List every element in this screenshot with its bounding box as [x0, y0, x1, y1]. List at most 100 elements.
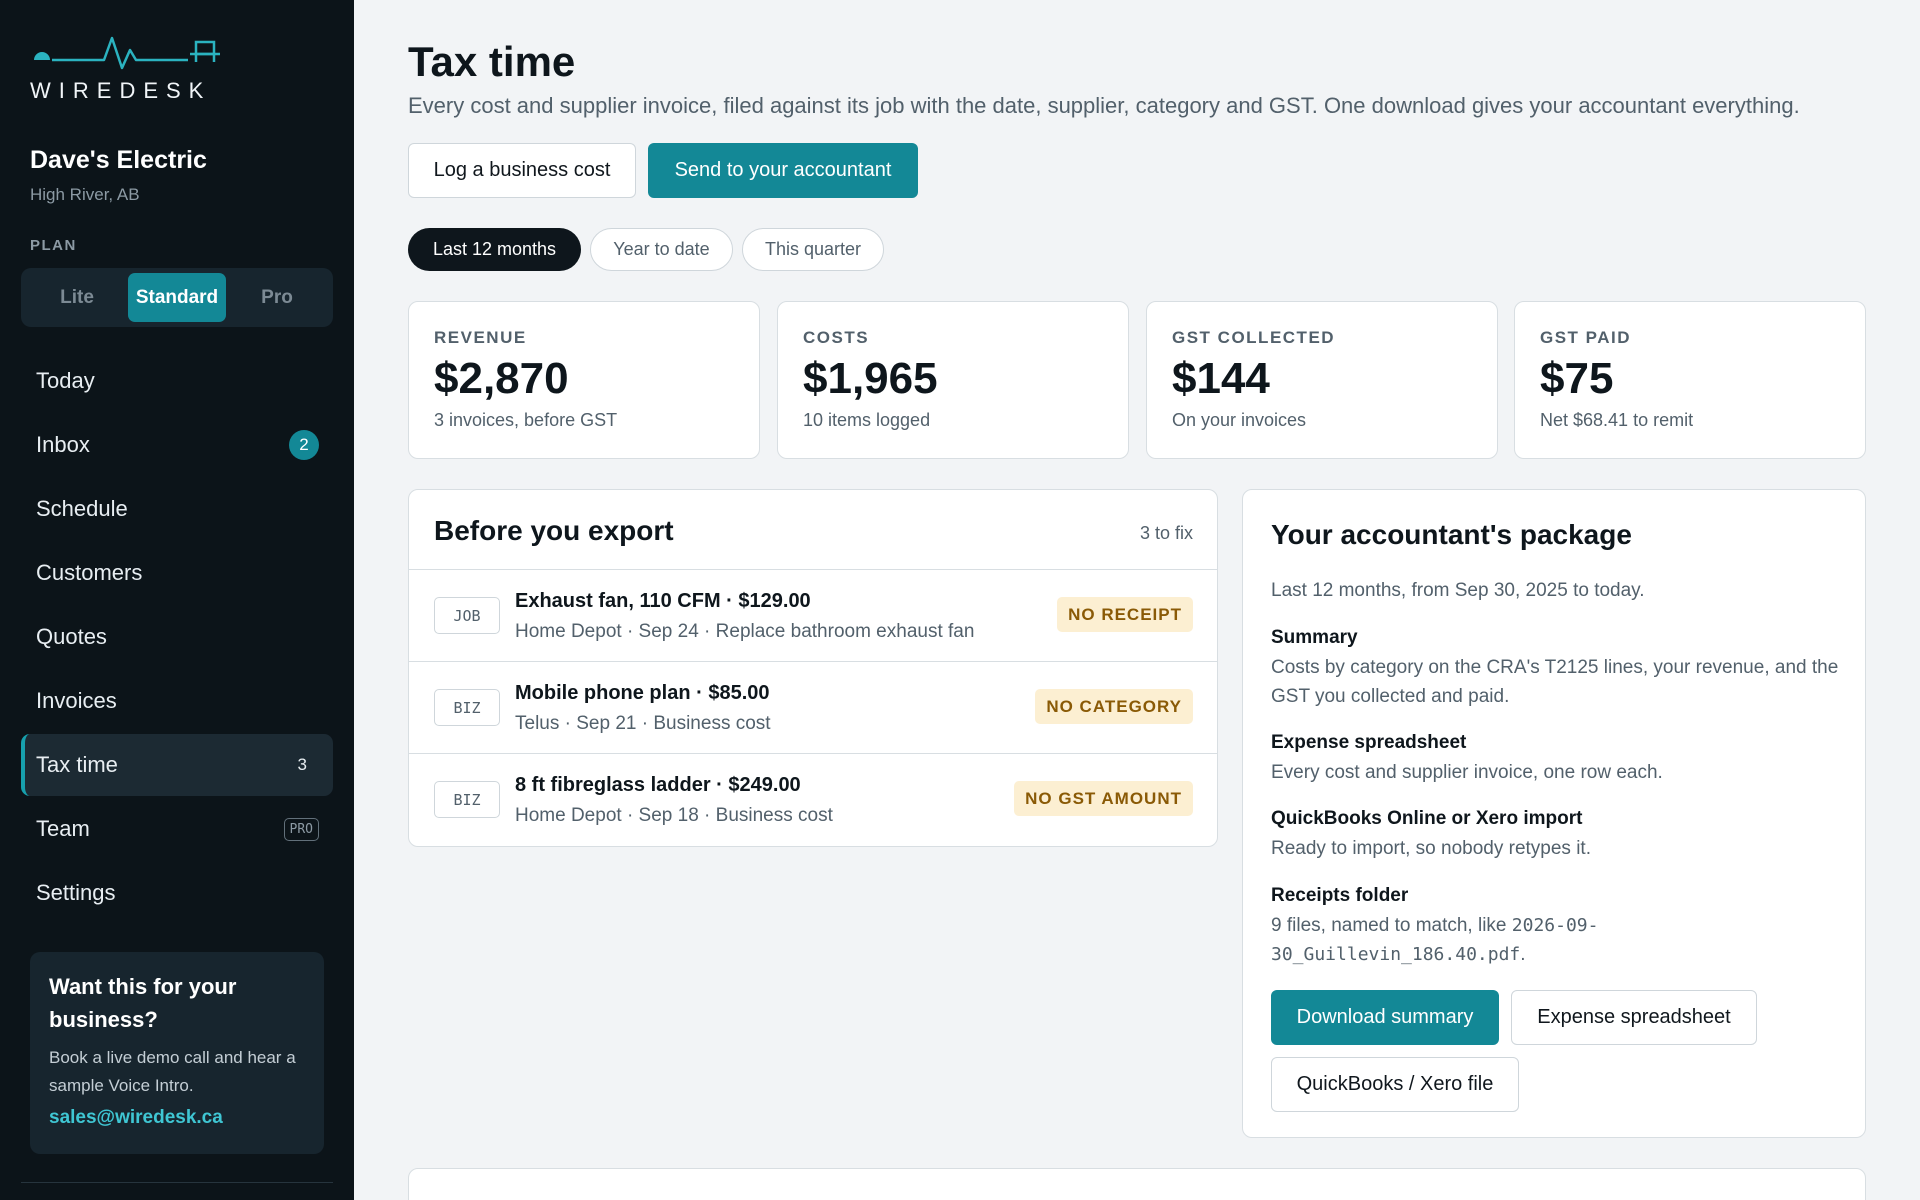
issues-count: 3 to fix: [1139, 523, 1193, 543]
brand-name: WIREDESK: [30, 78, 212, 103]
receipts-period: .: [1520, 944, 1526, 965]
item-title: Exhaust fan, 110 CFM · $129.00: [515, 590, 811, 612]
next-section-card: [408, 1168, 1866, 1200]
pro-tag: PRO: [283, 817, 319, 841]
promo-title: Want this for your business?: [49, 974, 237, 1032]
package-title: Your accountant's package: [1271, 519, 1632, 550]
status-badge: NO RECEIPT: [1057, 597, 1193, 632]
brand-logo[interactable]: WIREDESK: [30, 34, 230, 104]
plan-option-standard[interactable]: Standard: [128, 273, 226, 322]
nav-item-label: Invoices: [36, 688, 117, 713]
sidebar-nav: Today Inbox 2 Schedule Customers Quotes I…: [21, 350, 333, 926]
item-meta: Telus · Sep 21 · Business cost: [515, 713, 771, 734]
package-receipts-section: Receipts folder 9 files, named to match,…: [1271, 885, 1631, 969]
section-body: Ready to import, so nobody retypes it.: [1271, 838, 1591, 859]
promo-body: Book a live demo call and hear a sample …: [49, 1048, 296, 1095]
nav-item-label: Schedule: [36, 496, 128, 521]
nav-item-customers[interactable]: Customers: [21, 542, 333, 604]
nav-item-team[interactable]: Team PRO: [21, 798, 333, 860]
stat-note: Net $68.41 to remit: [1540, 410, 1694, 430]
download-summary-button[interactable]: Download summary: [1271, 990, 1499, 1045]
section-body: Costs by category on the CRA's T2125 lin…: [1271, 657, 1839, 707]
nav-item-settings[interactable]: Settings: [21, 862, 333, 924]
export-card-header: Before you export 3 to fix: [409, 490, 1217, 570]
list-item[interactable]: BIZ 8 ft fibreglass ladder · $249.00 Hom…: [409, 754, 1217, 846]
business-location: High River, AB: [30, 185, 140, 204]
section-heading: Expense spreadsheet: [1271, 732, 1467, 753]
tax-time-count: 3: [297, 755, 307, 774]
stat-label: COSTS: [803, 328, 870, 347]
accountant-package-card: Your accountant's package Last 12 months…: [1242, 489, 1866, 1138]
filter-last-12-months[interactable]: Last 12 months: [408, 228, 581, 271]
nav-item-today[interactable]: Today: [21, 350, 333, 412]
plan-label: PLAN: [30, 237, 77, 254]
receipt-filename-example: 2026-09-30_Guillevin_186.40.pdf: [1271, 915, 1599, 965]
nav-item-invoices[interactable]: Invoices: [21, 670, 333, 732]
stat-note: 3 invoices, before GST: [434, 410, 618, 430]
stat-card-gst-paid: GST PAID $75 Net $68.41 to remit: [1514, 301, 1866, 459]
send-to-accountant-button[interactable]: Send to your accountant: [648, 143, 918, 198]
stat-label: GST COLLECTED: [1172, 328, 1336, 347]
nav-item-label: Today: [36, 368, 95, 393]
stat-note: 10 items logged: [803, 410, 931, 430]
sidebar: WIREDESK Dave's Electric High River, AB …: [0, 0, 354, 1200]
page-subtitle: Every cost and supplier invoice, filed a…: [408, 93, 1800, 118]
job-tag: JOB: [434, 597, 500, 634]
stat-value: $2,870: [434, 354, 569, 403]
page-title: Tax time: [408, 38, 576, 85]
section-heading: QuickBooks Online or Xero import: [1271, 808, 1583, 829]
receipts-description: 9 files, named to match, like: [1271, 915, 1512, 936]
sales-email-link[interactable]: sales@wiredesk.ca: [49, 1107, 223, 1128]
business-name: Dave's Electric: [30, 146, 207, 174]
package-import-section: QuickBooks Online or Xero import Ready t…: [1271, 808, 1841, 863]
heartbeat-logo-icon: [34, 36, 220, 70]
package-spreadsheet-section: Expense spreadsheet Every cost and suppl…: [1271, 732, 1841, 787]
expense-spreadsheet-button[interactable]: Expense spreadsheet: [1511, 990, 1757, 1045]
nav-item-label: Tax time: [36, 752, 118, 777]
stat-label: GST PAID: [1540, 328, 1632, 347]
section-body: 9 files, named to match, like 2026-09-30…: [1271, 911, 1631, 969]
quickbooks-xero-button[interactable]: QuickBooks / Xero file: [1271, 1057, 1519, 1112]
item-meta: Home Depot · Sep 24 · Replace bathroom e…: [515, 621, 975, 642]
plan-toggle: Lite Standard Pro: [21, 268, 333, 327]
section-heading: Receipts folder: [1271, 885, 1409, 906]
status-badge: NO CATEGORY: [1035, 689, 1193, 724]
filter-year-to-date[interactable]: Year to date: [590, 228, 733, 271]
list-item[interactable]: JOB Exhaust fan, 110 CFM · $129.00 Home …: [409, 570, 1217, 662]
item-meta: Home Depot · Sep 18 · Business cost: [515, 805, 833, 826]
stat-value: $144: [1172, 354, 1270, 403]
stat-value: $75: [1540, 354, 1614, 403]
stat-value: $1,965: [803, 354, 938, 403]
nav-item-inbox[interactable]: Inbox 2: [21, 414, 333, 476]
nav-item-label: Team: [36, 816, 90, 841]
log-business-cost-button[interactable]: Log a business cost: [408, 143, 636, 198]
nav-item-schedule[interactable]: Schedule: [21, 478, 333, 540]
stat-note: On your invoices: [1172, 410, 1307, 430]
item-title: Mobile phone plan · $85.00: [515, 682, 770, 704]
nav-item-label: Settings: [36, 880, 116, 905]
list-item[interactable]: BIZ Mobile phone plan · $85.00 Telus · S…: [409, 662, 1217, 754]
export-card-title: Before you export: [434, 515, 674, 546]
sidebar-divider: [21, 1182, 333, 1183]
nav-item-tax-time[interactable]: Tax time 3: [21, 734, 333, 796]
item-title: 8 ft fibreglass ladder · $249.00: [515, 774, 801, 796]
stat-card-gst-collected: GST COLLECTED $144 On your invoices: [1146, 301, 1498, 459]
status-badge: NO GST AMOUNT: [1014, 781, 1193, 816]
stat-card-costs: COSTS $1,965 10 items logged: [777, 301, 1129, 459]
nav-item-label: Quotes: [36, 624, 107, 649]
nav-item-label: Inbox: [36, 432, 90, 457]
before-you-export-card: Before you export 3 to fix JOB Exhaust f…: [408, 489, 1218, 847]
inbox-count-badge: 2: [289, 430, 319, 460]
package-date-range: Last 12 months, from Sep 30, 2025 to tod…: [1271, 580, 1645, 601]
section-heading: Summary: [1271, 627, 1358, 648]
biz-tag: BIZ: [434, 781, 500, 818]
section-body: Every cost and supplier invoice, one row…: [1271, 762, 1663, 783]
filter-this-quarter[interactable]: This quarter: [742, 228, 884, 271]
package-summary-section: Summary Costs by category on the CRA's T…: [1271, 627, 1841, 711]
biz-tag: BIZ: [434, 689, 500, 726]
nav-item-quotes[interactable]: Quotes: [21, 606, 333, 668]
demo-promo-card: Want this for your business? Book a live…: [30, 952, 324, 1154]
nav-item-label: Customers: [36, 560, 143, 585]
plan-option-pro[interactable]: Pro: [261, 286, 293, 308]
plan-option-lite[interactable]: Lite: [60, 286, 94, 308]
